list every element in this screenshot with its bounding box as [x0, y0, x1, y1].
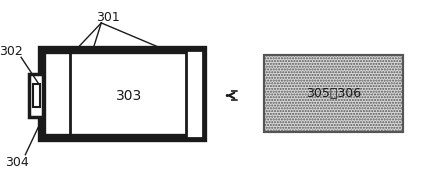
Bar	[264, 55, 403, 132]
Text: 303: 303	[116, 88, 142, 103]
Bar	[33, 84, 40, 107]
Text: 305、306: 305、306	[306, 87, 361, 100]
Text: 301: 301	[96, 11, 119, 24]
Bar	[42, 50, 203, 138]
Bar	[29, 74, 43, 117]
Bar	[186, 50, 203, 138]
Text: 304: 304	[5, 156, 29, 169]
Bar	[264, 55, 403, 132]
Bar	[264, 55, 403, 132]
Text: 302: 302	[0, 45, 22, 58]
